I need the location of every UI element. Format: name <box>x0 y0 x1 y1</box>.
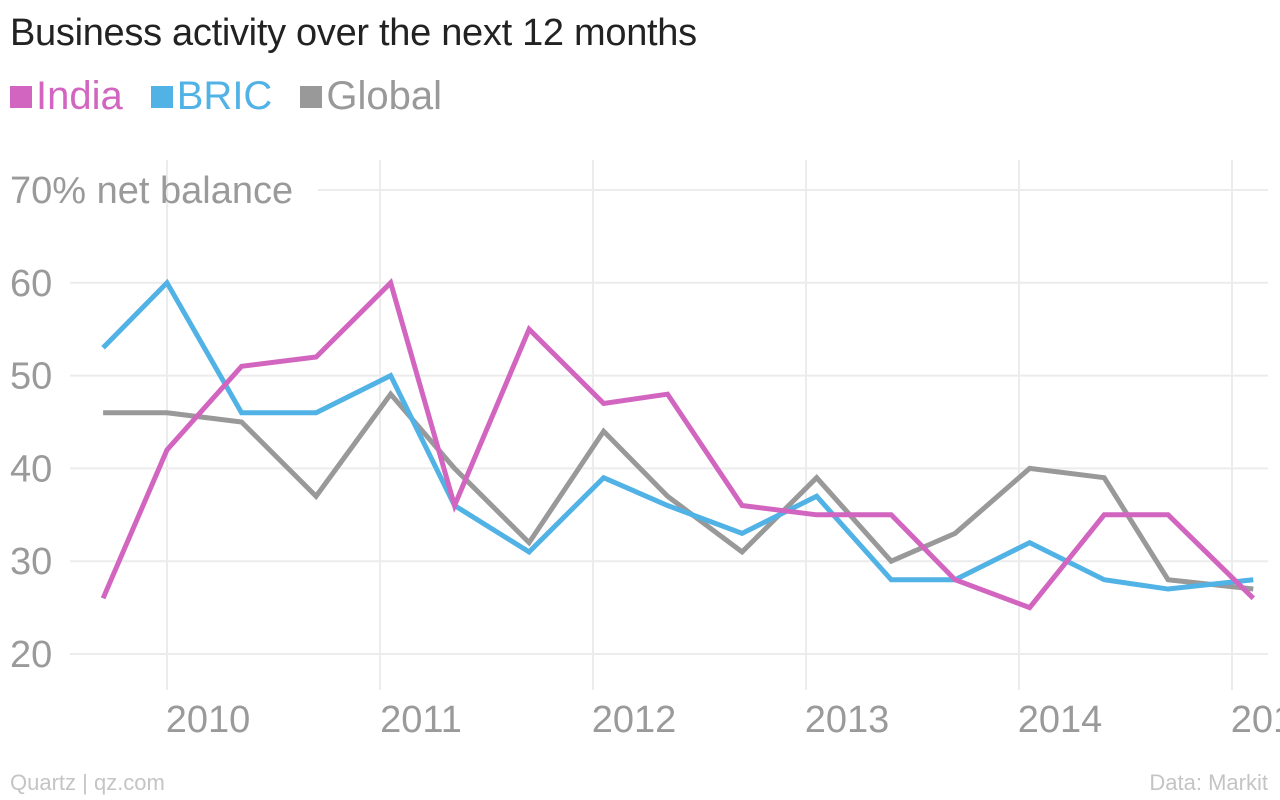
legend-swatch-bric <box>150 85 173 108</box>
legend-item-india: India <box>10 74 123 119</box>
y-tick-label-30: 30 <box>10 541 52 583</box>
legend-label-bric: BRIC <box>176 74 273 118</box>
x-tick-label-2012: 2012 <box>592 699 677 741</box>
chart-title: Business activity over the next 12 month… <box>10 12 697 54</box>
legend-swatch-global <box>300 85 323 108</box>
x-tick-label-2011: 2011 <box>380 699 462 741</box>
x-tick-label-2014: 2014 <box>1018 699 1103 741</box>
y-tick-label-50: 50 <box>10 356 52 398</box>
y-tick-label-20: 20 <box>10 634 52 676</box>
data-source: Data: Markit <box>1149 770 1268 795</box>
legend-item-bric: BRIC <box>150 74 273 119</box>
legend-item-global: Global <box>300 74 442 119</box>
series-line-bric <box>101 278 1254 592</box>
x-tick-label-2013: 2013 <box>805 699 890 741</box>
y-tick-label-40: 40 <box>10 448 52 490</box>
y-tick-label-top: 70% net balance <box>10 170 293 212</box>
y-tick-label-60: 60 <box>10 263 52 305</box>
legend-label-global: Global <box>326 74 442 118</box>
legend-swatch-india <box>10 85 32 108</box>
legend: India BRIC Global <box>10 74 470 119</box>
source-credit: Quartz | qz.com <box>10 770 165 795</box>
x-tick-label-2015: 2015 <box>1231 699 1280 741</box>
x-tick-label-2010: 2010 <box>166 699 251 741</box>
series-line-india <box>100 278 1256 611</box>
legend-label-india: India <box>36 74 123 118</box>
series-line-global <box>103 390 1254 592</box>
